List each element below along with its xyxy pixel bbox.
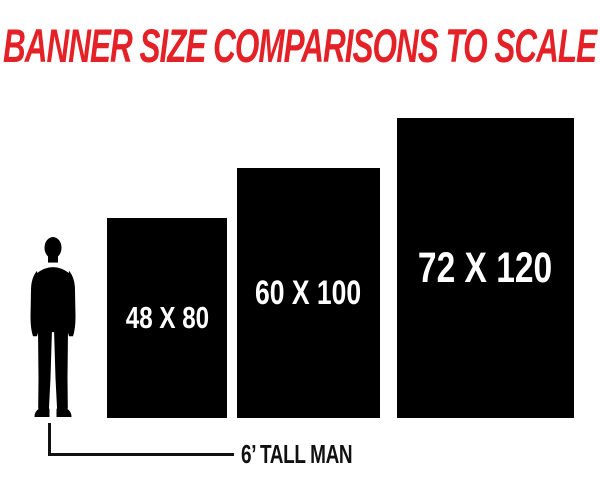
banner-48x80: 48 X 80 — [107, 218, 227, 418]
page-title: BANNER SIZE COMPARISONS TO SCALE — [0, 19, 600, 72]
page-title-text: BANNER SIZE COMPARISONS TO SCALE — [3, 18, 597, 72]
banner-72x120: 72 X 120 — [397, 118, 574, 418]
reference-label: 6’ TALL MAN — [241, 439, 393, 469]
banner-48x80-label: 48 X 80 — [125, 300, 209, 335]
callout-line-vertical — [48, 423, 51, 456]
callout-line-horizontal — [48, 453, 234, 456]
banner-72x120-label: 72 X 120 — [418, 243, 553, 292]
banner-60x100: 60 X 100 — [237, 168, 380, 418]
man-silhouette-icon — [22, 237, 84, 418]
reference-label-text: 6’ TALL MAN — [241, 438, 353, 469]
banner-60x100-label: 60 X 100 — [255, 273, 362, 312]
